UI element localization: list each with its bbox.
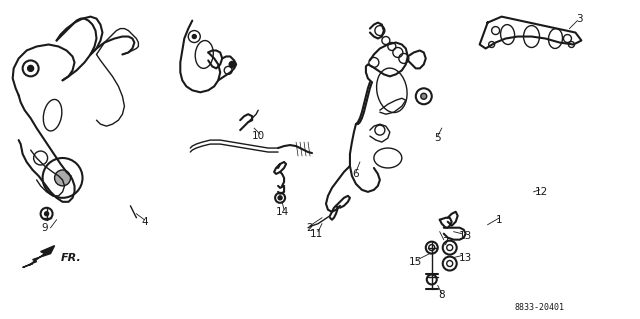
Text: 13: 13 <box>459 231 472 241</box>
Text: 11: 11 <box>309 229 323 239</box>
Text: 4: 4 <box>141 217 148 227</box>
Text: 6: 6 <box>353 169 359 179</box>
Text: 8833-20401: 8833-20401 <box>515 303 564 312</box>
Circle shape <box>229 62 235 67</box>
Polygon shape <box>22 246 54 268</box>
Text: 1: 1 <box>496 215 503 225</box>
Text: 5: 5 <box>435 133 441 143</box>
Text: 15: 15 <box>409 256 422 267</box>
Circle shape <box>45 212 49 216</box>
Circle shape <box>28 65 34 71</box>
Circle shape <box>54 170 70 186</box>
Text: 7: 7 <box>442 237 449 247</box>
Circle shape <box>278 196 282 200</box>
Circle shape <box>192 34 196 39</box>
Text: 14: 14 <box>275 207 289 217</box>
Text: 12: 12 <box>535 187 548 197</box>
Circle shape <box>420 93 427 99</box>
Text: 9: 9 <box>42 223 48 233</box>
Text: 10: 10 <box>252 131 265 141</box>
Text: 8: 8 <box>438 290 445 300</box>
Text: 13: 13 <box>459 253 472 263</box>
Text: FR.: FR. <box>61 253 81 263</box>
Text: 3: 3 <box>576 14 583 24</box>
Text: 2: 2 <box>307 223 314 233</box>
